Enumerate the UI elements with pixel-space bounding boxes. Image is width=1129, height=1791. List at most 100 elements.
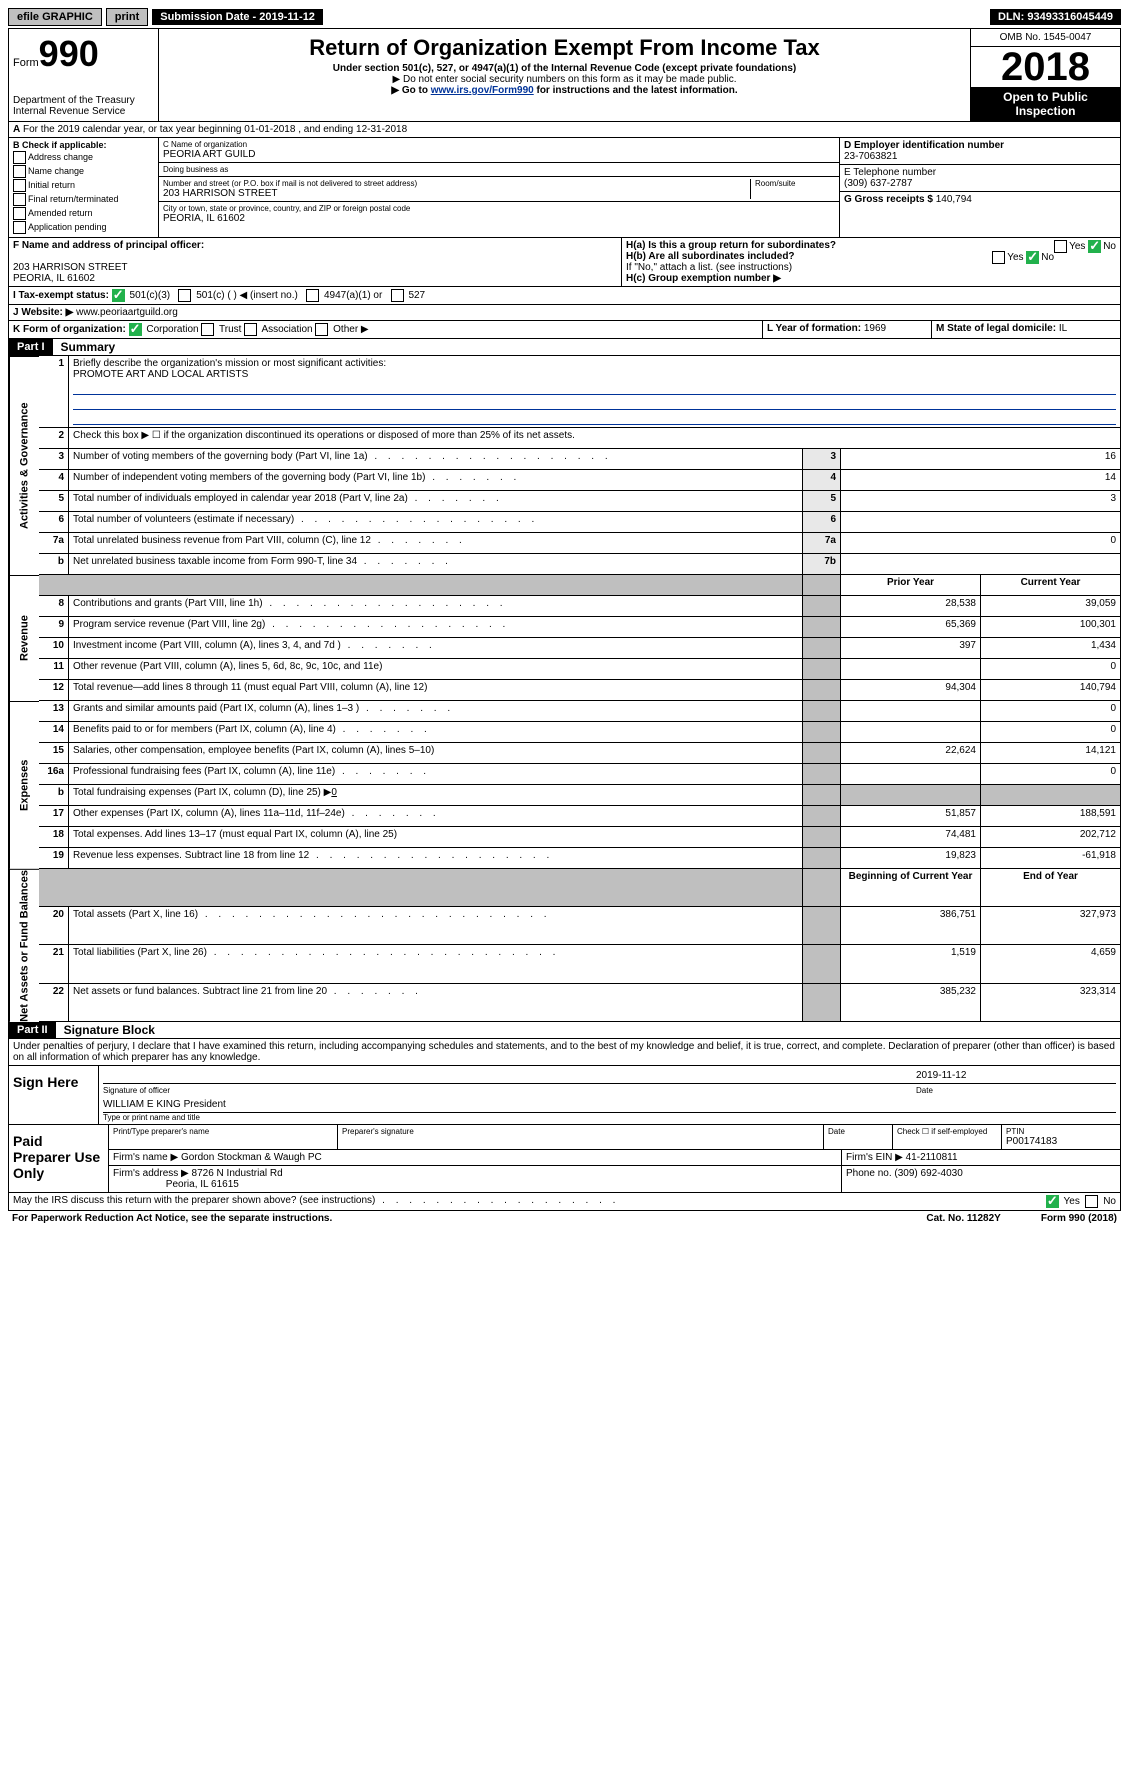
val12p: 94,304 [841,680,981,701]
gross-label: G Gross receipts $ [844,194,933,205]
dln: DLN: 93493316045449 [990,9,1121,25]
m-label: M State of legal domicile: [936,323,1056,334]
dba-label: Doing business as [163,165,835,174]
date-label: Date [916,1086,1116,1095]
val19c: -61,918 [981,848,1121,869]
prior-year-header: Prior Year [841,575,981,596]
declaration: Under penalties of perjury, I declare th… [8,1039,1121,1066]
row-l: L Year of formation: 1969 [763,321,932,338]
side-expenses: Expenses [9,701,39,869]
side-netassets: Net Assets or Fund Balances [9,869,39,1022]
val14c: 0 [981,722,1121,743]
l-label: L Year of formation: [767,323,861,334]
section-b: B Check if applicable: Address change Na… [9,138,159,237]
cb-4947[interactable] [306,289,319,302]
prep-date-label: Date [828,1127,888,1136]
val6 [841,512,1121,533]
line17: Other expenses (Part IX, column (A), lin… [69,806,803,827]
hb: H(b) Are all subordinates included? [626,251,795,262]
ein: 23-7063821 [844,151,897,162]
cb-discuss-no[interactable] [1085,1195,1098,1208]
print-button[interactable]: print [106,8,148,26]
line7a: Total unrelated business revenue from Pa… [69,533,803,554]
form-title: Return of Organization Exempt From Incom… [163,35,966,61]
ptin-label: PTIN [1006,1127,1116,1136]
efile-label: efile GRAPHIC [8,8,102,26]
row-j: J Website: ▶ www.peoriaartguild.org [8,305,1121,321]
line3: Number of voting members of the governin… [69,449,803,470]
summary-table: Activities & Governance 1 Briefly descri… [8,356,1121,1022]
dept-treasury: Department of the Treasury [13,95,154,106]
cb-501c3[interactable] [112,289,125,302]
firm-name-label: Firm's name ▶ [113,1152,178,1163]
paid-preparer: Paid Preparer Use Only Print/Type prepar… [8,1125,1121,1193]
line11: Other revenue (Part VIII, column (A), li… [69,659,803,680]
sign-here: Sign Here 2019-11-12 Signature of office… [8,1066,1121,1125]
cb-other[interactable] [315,323,328,336]
line19: Revenue less expenses. Subtract line 18 … [69,848,803,869]
row-a-text: For the 2019 calendar year, or tax year … [23,124,407,135]
tax-year: 2018 [971,47,1120,87]
val12c: 140,794 [981,680,1121,701]
addr: 203 HARRISON STREET [163,188,750,199]
line5: Total number of individuals employed in … [69,491,803,512]
footer-notice: For Paperwork Reduction Act Notice, see … [8,1211,1121,1226]
line21: Total liabilities (Part X, line 26) [69,945,803,983]
cb-501c[interactable] [178,289,191,302]
row-k: K Form of organization: Corporation Trus… [9,321,763,338]
val13p [841,701,981,722]
prep-check: Check ☐ if self-employed [893,1125,1002,1149]
cb-trust[interactable] [201,323,214,336]
form-990: 990 [39,33,99,74]
cb-initial[interactable]: Initial return [13,179,154,192]
cb-final[interactable]: Final return/terminated [13,193,154,206]
city-label: City or town, state or province, country… [163,204,835,213]
line18: Total expenses. Add lines 13–17 (must eq… [69,827,803,848]
val15p: 22,624 [841,743,981,764]
cb-discuss-yes[interactable] [1046,1195,1059,1208]
row-klm: K Form of organization: Corporation Trus… [8,321,1121,339]
line13: Grants and similar amounts paid (Part IX… [69,701,803,722]
officer-name: WILLIAM E KING President [103,1099,1116,1110]
note-link: ▶ Go to www.irs.gov/Form990 for instruct… [163,85,966,96]
sign-here-label: Sign Here [9,1066,99,1124]
section-bcd: B Check if applicable: Address change Na… [8,138,1121,238]
cb-addr-change[interactable]: Address change [13,151,154,164]
f-line1: 203 HARRISON STREET [13,262,127,273]
cb-assoc[interactable] [244,323,257,336]
cb-corp[interactable] [129,323,142,336]
end-year-header: End of Year [981,869,1121,907]
part1-label: Part I [9,339,53,355]
row-a: A For the 2019 calendar year, or tax yea… [8,122,1121,138]
val20c: 327,973 [981,907,1121,945]
ha: H(a) Is this a group return for subordin… [626,240,836,251]
val10c: 1,434 [981,638,1121,659]
part1-header: Part I Summary [8,339,1121,356]
sign-date: 2019-11-12 [916,1070,1116,1081]
form-ref: Form 990 (2018) [1041,1213,1117,1224]
cat-no: Cat. No. 11282Y [926,1213,1000,1224]
val7b [841,554,1121,575]
cb-pending[interactable]: Application pending [13,221,154,234]
cb-amended[interactable]: Amended return [13,207,154,220]
note-pre: ▶ Go to [391,85,430,96]
tel: (309) 637-2787 [844,178,912,189]
cb-name-change[interactable]: Name change [13,165,154,178]
cb-527[interactable] [391,289,404,302]
mission-text: PROMOTE ART AND LOCAL ARTISTS [73,369,248,380]
form-subtitle: Under section 501(c), 527, or 4947(a)(1)… [163,63,966,74]
row-m: M State of legal domicile: IL [932,321,1120,338]
line4: Number of independent voting members of … [69,470,803,491]
section-b-label: B Check if applicable: [13,140,107,150]
irs-link[interactable]: www.irs.gov/Form990 [431,85,534,96]
part2-header: Part II Signature Block [8,1022,1121,1039]
section-d: D Employer identification number 23-7063… [840,138,1120,237]
j-label: J Website: ▶ [13,307,73,318]
val10p: 397 [841,638,981,659]
val16ap [841,764,981,785]
line2: Check this box ▶ ☐ if the organization d… [69,428,1121,449]
hc: H(c) Group exemption number ▶ [626,273,781,284]
open-public: Open to Public Inspection [971,87,1120,121]
val11p [841,659,981,680]
val9p: 65,369 [841,617,981,638]
